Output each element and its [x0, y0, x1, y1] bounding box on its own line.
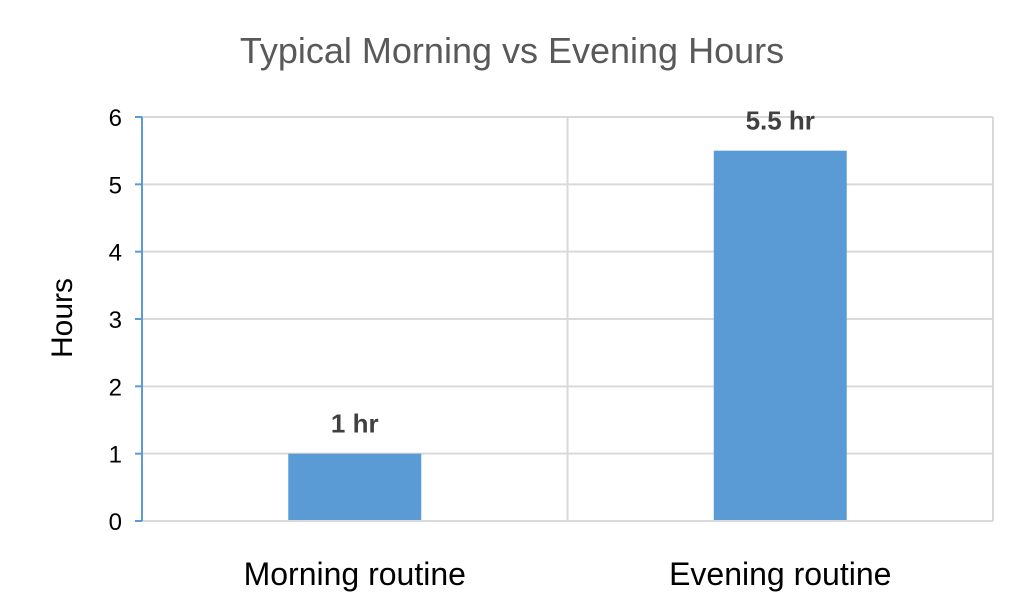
data-label: 1 hr [331, 409, 379, 439]
chart-title: Typical Morning vs Evening Hours [240, 30, 784, 71]
y-tick-label: 2 [109, 374, 122, 401]
y-tick-label: 1 [109, 442, 122, 469]
x-tick-label: Morning routine [244, 556, 466, 592]
y-tick-label: 4 [109, 240, 122, 267]
gridlines [142, 116, 994, 521]
y-tick-label: 3 [109, 307, 122, 334]
y-tick-label: 5 [109, 172, 122, 199]
y-tick-label: 0 [109, 509, 122, 536]
bar [713, 150, 847, 521]
bar [288, 453, 422, 521]
x-tick-labels: Morning routine Evening routine [244, 556, 892, 592]
data-label: 5.5 hr [746, 106, 815, 136]
y-tick-label: 6 [109, 105, 122, 132]
data-labels: 1 hr 5.5 hr [331, 106, 815, 439]
y-axis-label: Hours [46, 278, 79, 358]
y-axis [135, 116, 993, 522]
y-tick-labels: 0 1 2 3 4 5 6 [109, 105, 122, 536]
bars [288, 150, 847, 521]
x-tick-label: Evening routine [669, 556, 891, 592]
